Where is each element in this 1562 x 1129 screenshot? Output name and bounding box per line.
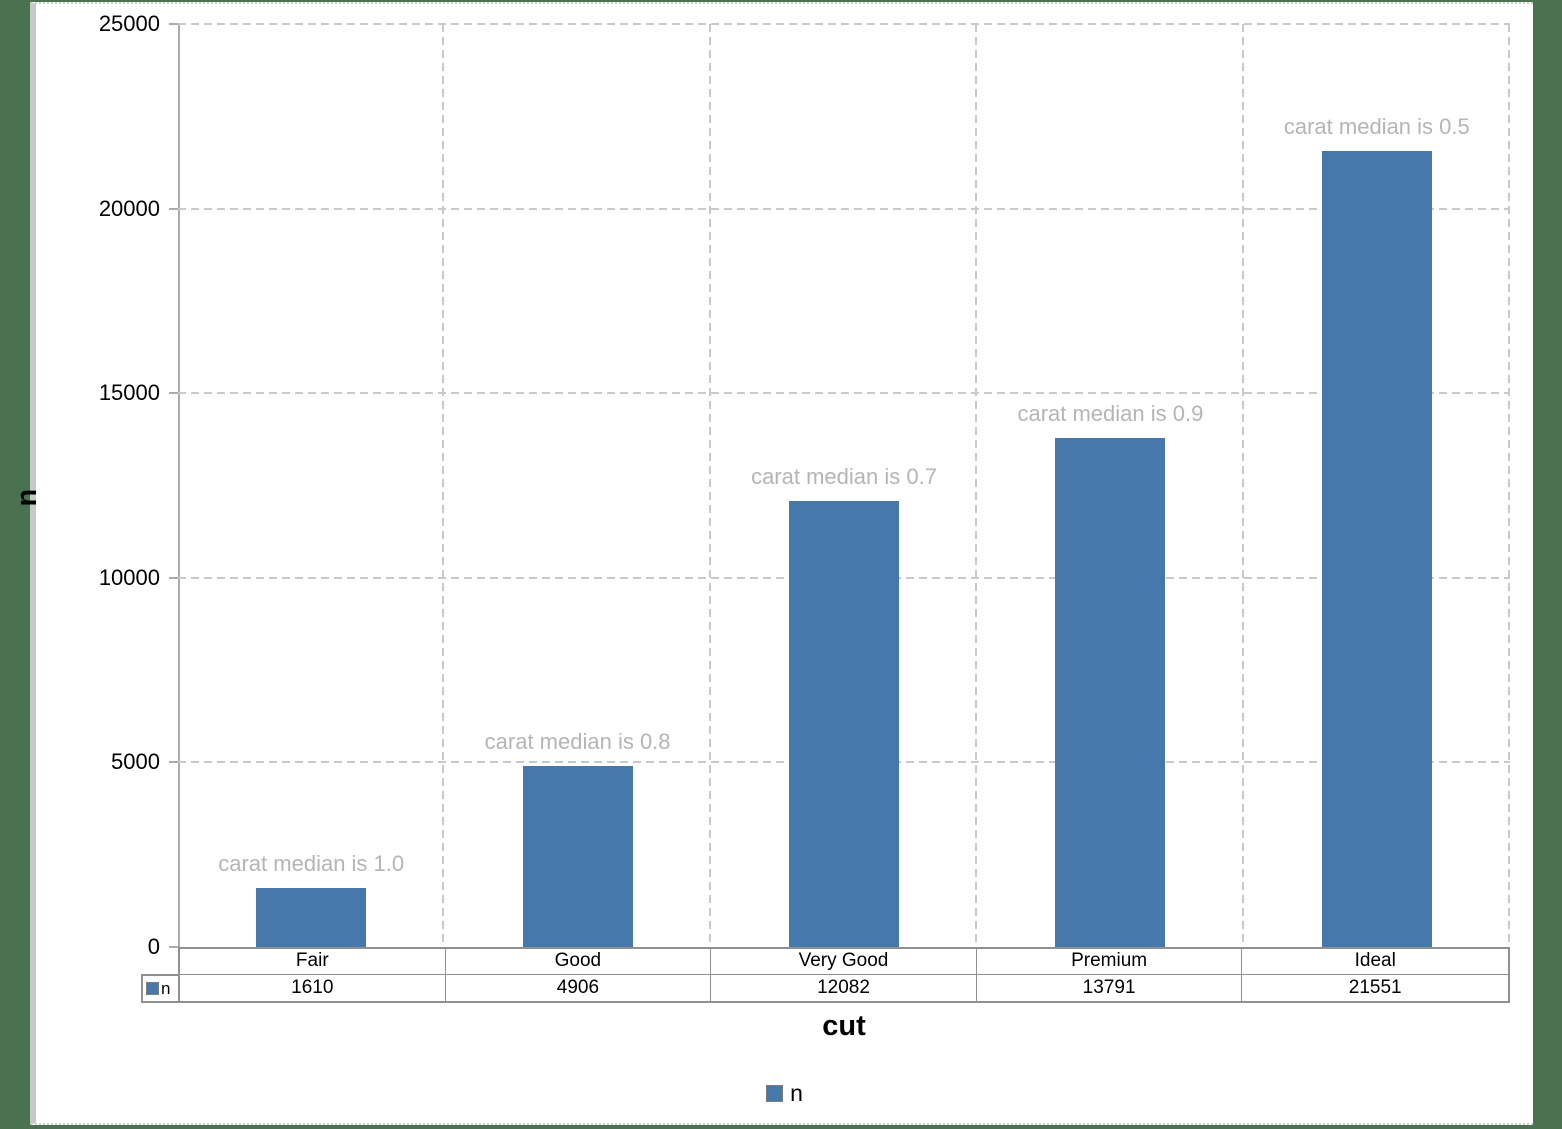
table-category-cell: Premium	[977, 947, 1243, 974]
y-tick-mark	[169, 23, 178, 25]
chart-canvas: n carat median is 1.0 carat median is 0.8…	[11, 2, 1533, 1125]
table-category-cell: Very Good	[711, 947, 977, 974]
data-table: Fair Good Very Good Premium Ideal 1610 4906 120…	[178, 947, 1510, 1003]
table-category-cell: Ideal	[1354, 949, 1396, 971]
plot-area: carat median is 1.0 carat median is 0.8 ca…	[178, 23, 1510, 949]
h-gridline	[178, 392, 1510, 395]
v-gridline	[1241, 24, 1244, 947]
table-legend-label: n	[161, 978, 171, 998]
v-gridline	[708, 24, 711, 947]
table-category-cell: Good	[446, 947, 712, 974]
x-axis-title: cut	[822, 1010, 866, 1042]
y-tick-mark	[169, 392, 178, 395]
table-legend-key: n	[141, 974, 178, 1003]
y-tick-label: 0	[147, 934, 160, 959]
v-gridline	[442, 24, 445, 947]
v-gridline	[975, 24, 978, 947]
y-tick-label: 10000	[98, 564, 160, 590]
y-axis-title: n	[11, 488, 43, 507]
bar-annotation: carat median is 0.5	[1283, 114, 1470, 140]
y-tick-label: 5000	[111, 749, 160, 775]
y-tick-mark	[169, 761, 178, 764]
x-axis-line	[178, 947, 1510, 949]
bar-good	[522, 765, 633, 947]
y-tick-label: 25000	[98, 11, 160, 36]
y-tick-mark	[169, 576, 178, 579]
table-category-cell: Fair	[180, 947, 446, 974]
table-value-cell: 4906	[445, 974, 712, 1001]
bar-ideal	[1321, 151, 1432, 947]
h-gridline	[178, 207, 1510, 210]
bar-annotation: carat median is 0.9	[1017, 400, 1204, 426]
legend-swatch-icon	[766, 1085, 784, 1102]
legend-label: n	[790, 1080, 803, 1106]
table-value-cell: 21551	[1242, 974, 1508, 1001]
bar-annotation: carat median is 0.8	[484, 728, 671, 754]
y-tick-label: 20000	[98, 195, 160, 221]
bar-annotation: carat median is 1.0	[218, 850, 405, 876]
v-gridline	[1508, 24, 1510, 947]
y-axis-line	[178, 24, 180, 947]
bar-very-good	[789, 500, 899, 947]
y-tick-mark	[169, 946, 178, 948]
table-value-cell: 12082	[711, 974, 977, 1001]
table-value-cell: 1610	[180, 974, 446, 1001]
bar-fair	[256, 887, 367, 947]
y-tick-label: 15000	[98, 380, 160, 406]
bar-premium	[1055, 437, 1166, 947]
y-tick-mark	[169, 207, 178, 210]
chart-legend: n	[36, 1080, 1533, 1107]
h-gridline	[178, 23, 1510, 25]
bar-annotation: carat median is 0.7	[751, 463, 937, 489]
table-value-cell: 13791	[976, 974, 1243, 1001]
series-swatch-icon	[146, 982, 159, 995]
